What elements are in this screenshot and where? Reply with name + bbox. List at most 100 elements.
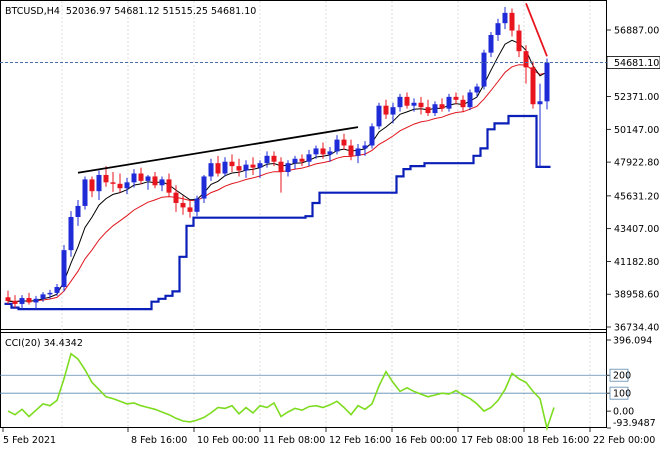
candle-body (488, 34, 494, 53)
candle-body (348, 145, 354, 156)
candle-body (383, 105, 389, 115)
candle-body (26, 298, 32, 303)
candle-body (334, 139, 340, 152)
candle-body (180, 202, 186, 208)
candle-body (33, 298, 39, 303)
chart-frame (0, 0, 607, 428)
candle-body (432, 104, 438, 114)
candle-body (96, 174, 102, 192)
candle-body (110, 182, 116, 184)
candle-body (243, 164, 249, 171)
current-price-tag: 54681.10 (606, 56, 660, 69)
cci-axis: 396.094 200 100 0.00-93.9487 (607, 336, 656, 429)
candle-body (418, 102, 424, 108)
candle-body (229, 161, 235, 167)
cci-tick-label: 396.094 (613, 336, 652, 347)
price-tick-label: 43407.00 (614, 224, 659, 235)
candle-body (145, 176, 151, 181)
candle-body (446, 96, 452, 109)
cci-level-tag (609, 368, 629, 382)
candle-body (12, 300, 18, 304)
candle-body (292, 158, 298, 164)
candle-body (425, 107, 431, 114)
price-tick-label: 47922.80 (614, 158, 659, 169)
candle-body (516, 30, 522, 52)
candle-body (159, 179, 165, 186)
fast-ma-line (7, 39, 548, 303)
candle-body (369, 126, 375, 146)
price-tick-label: 52371.00 (614, 92, 659, 103)
candle-body (355, 148, 361, 156)
current-price-label: 54681.10 (614, 58, 659, 69)
descending-trendline (525, 2, 548, 57)
main-panel: BTCUSD,H4 52036.97 54681.12 51515.25 5468… (0, 1, 607, 428)
candle-body (152, 176, 158, 186)
candle-body (19, 298, 25, 304)
candle-body (173, 192, 179, 203)
candle-body (404, 96, 410, 106)
ascending-trendline (77, 126, 359, 174)
candle-body (299, 158, 305, 162)
candles (5, 6, 550, 310)
time-tick-label: 12 Feb 16:00 (329, 435, 391, 446)
time-tick-label: 16 Feb 00:00 (395, 435, 457, 446)
time-tick-label: 11 Feb 08:00 (263, 435, 325, 446)
moving-averages (4, 39, 551, 311)
cci-tick-label: 200 (613, 371, 631, 382)
candle-body (523, 51, 529, 68)
cci-label: CCI(20) 34.4342 (5, 338, 83, 349)
candle-body (250, 164, 256, 168)
candle-body (47, 292, 53, 295)
candle-body (124, 182, 130, 189)
candle-body (75, 205, 81, 217)
candle-body (278, 161, 284, 173)
baseline-step-line (4, 114, 551, 311)
candle-body (481, 52, 487, 87)
candle-body (40, 294, 46, 299)
price-axis: 56887.00 52371.00 50147.00 47922.80 45631.20… (607, 26, 659, 334)
candle-body (341, 139, 347, 146)
price-tick-label: 56887.00 (614, 26, 659, 37)
candle-body (61, 250, 67, 287)
candle-body (467, 92, 473, 108)
candle-body (453, 96, 459, 100)
cci-level-lines (0, 374, 607, 394)
candle-body (215, 163, 221, 174)
candle-body (530, 67, 536, 105)
time-tick-label: 10 Feb 00:00 (197, 435, 259, 446)
candle-body (460, 99, 466, 108)
slow-ma-line (7, 64, 548, 302)
candle-body (194, 198, 200, 212)
cci-tick-label: -93.9487 (613, 418, 656, 429)
candle-body (236, 166, 242, 171)
candle-body (117, 183, 123, 189)
candle-body (397, 96, 403, 108)
candle-body (187, 207, 193, 212)
candle-body (271, 155, 277, 162)
candle-body (411, 102, 417, 106)
candle-body (313, 148, 319, 155)
candle-body (285, 163, 291, 173)
price-tick-label: 41182.80 (614, 257, 659, 268)
price-tick-label: 38958.60 (614, 290, 659, 301)
price-tick-label: 45631.20 (614, 191, 659, 202)
candle-body (264, 155, 270, 164)
candle-body (222, 161, 228, 174)
cci-tick-label: 100 (613, 389, 631, 400)
candle-body (544, 62, 550, 102)
candle-body (68, 216, 74, 251)
candle-body (131, 173, 137, 183)
candle-body (537, 101, 543, 105)
candle-body (54, 286, 60, 293)
candle-body (474, 86, 480, 93)
symbol-header: BTCUSD,H4 52036.97 54681.12 51515.25 5468… (5, 6, 256, 17)
price-tick-label: 36734.40 (614, 323, 659, 334)
candle-body (362, 145, 368, 149)
time-tick-label: 8 Feb 16:00 (131, 435, 187, 446)
candle-body (509, 12, 515, 31)
candle-body (138, 173, 144, 181)
candle-body (390, 107, 396, 115)
grid-lines (61, 1, 591, 428)
trendlines (77, 2, 548, 174)
